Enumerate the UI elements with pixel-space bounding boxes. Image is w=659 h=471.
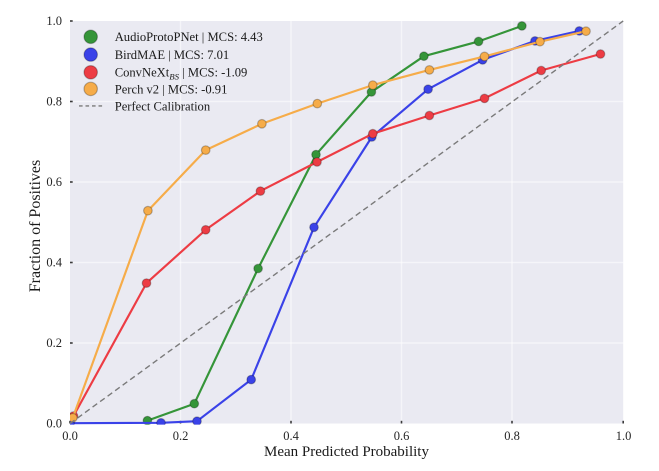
svg-text:AudioProtoPNet | MCS: 4.43: AudioProtoPNet | MCS: 4.43 (115, 30, 263, 44)
svg-text:Mean Predicted Probability: Mean Predicted Probability (264, 444, 429, 460)
svg-text:0.8: 0.8 (46, 95, 62, 109)
svg-text:0.6: 0.6 (46, 175, 62, 189)
svg-text:1.0: 1.0 (616, 429, 632, 443)
svg-text:ConvNeXtBS | MCS: -1.09: ConvNeXtBS | MCS: -1.09 (115, 66, 248, 82)
svg-text:0.0: 0.0 (46, 417, 62, 431)
svg-text:1.0: 1.0 (46, 14, 62, 28)
svg-text:BirdMAE | MCS: 7.01: BirdMAE | MCS: 7.01 (115, 48, 229, 62)
svg-text:0.6: 0.6 (394, 429, 410, 443)
svg-text:0.4: 0.4 (46, 256, 62, 270)
svg-text:Perch v2 | MCS: -0.91: Perch v2 | MCS: -0.91 (115, 82, 228, 96)
svg-text:0.0: 0.0 (62, 429, 78, 443)
svg-text:Fraction of Positives: Fraction of Positives (27, 160, 44, 292)
svg-text:0.2: 0.2 (173, 429, 189, 443)
svg-text:0.2: 0.2 (46, 336, 62, 350)
svg-text:0.8: 0.8 (504, 429, 520, 443)
svg-text:Perfect Calibration: Perfect Calibration (115, 99, 211, 113)
svg-text:0.4: 0.4 (283, 429, 299, 443)
